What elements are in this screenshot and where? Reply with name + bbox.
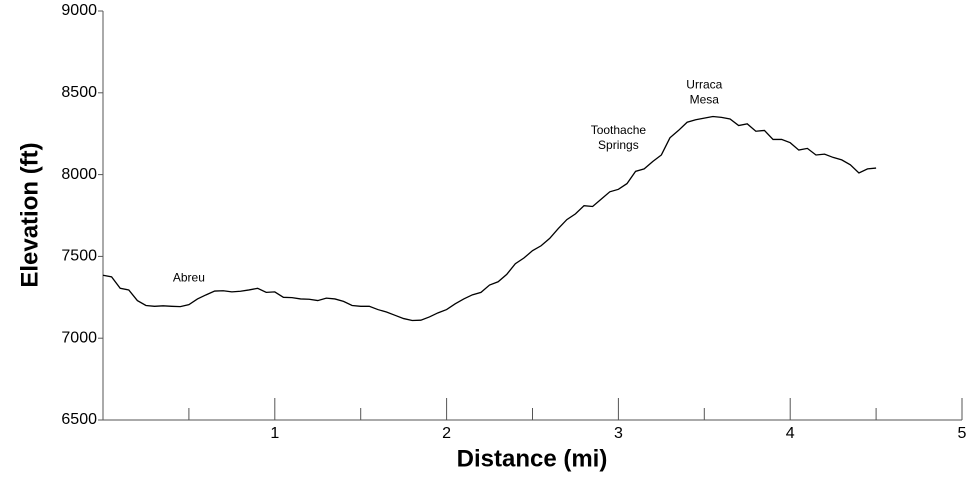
y-tick-label: 9000 [61, 2, 97, 19]
x-tick-label: 5 [958, 425, 967, 442]
annotation: Springs [598, 138, 639, 152]
annotation: Mesa [690, 92, 720, 106]
y-tick-label: 8500 [61, 84, 97, 101]
y-tick-label: 6500 [61, 411, 97, 428]
annotation: Urraca [686, 77, 722, 91]
y-tick-label: 8000 [61, 166, 97, 183]
x-tick-label: 1 [270, 425, 279, 442]
annotation: Abreu [173, 270, 205, 284]
x-axis-title: Distance (mi) [457, 445, 608, 472]
y-axis-title: Elevation (ft) [16, 142, 43, 287]
x-tick-label: 3 [614, 425, 623, 442]
elevation-line [102, 115, 877, 322]
x-tick-label: 4 [786, 425, 795, 442]
x-tick-label: 2 [442, 425, 451, 442]
annotation: Toothache [591, 123, 647, 137]
y-tick-label: 7000 [61, 329, 97, 346]
y-tick-label: 7500 [61, 248, 97, 265]
